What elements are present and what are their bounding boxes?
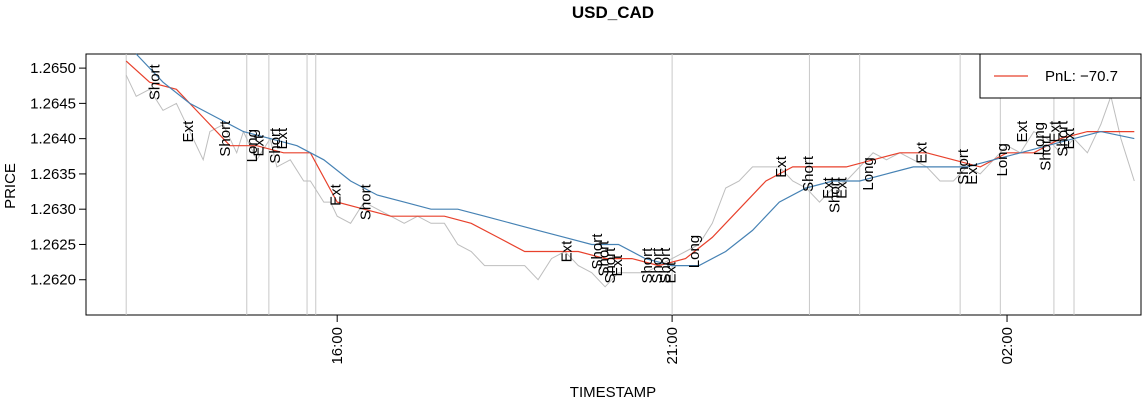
x-tick-label: 16:00	[329, 327, 346, 365]
y-tick-label: 1.2630	[30, 201, 76, 218]
trade-label: Ext	[559, 240, 576, 263]
x-axis: 16:00 21:00 02:00	[329, 315, 1016, 365]
trade-label: Ext	[820, 176, 837, 199]
y-tick-label: 1.2625	[30, 236, 76, 253]
trade-label: Ext	[609, 254, 626, 277]
trade-label: Short	[1038, 134, 1055, 171]
chart-title: USD_CAD	[572, 3, 654, 22]
trade-label: Ext	[1061, 127, 1078, 150]
y-tick-label: 1.2650	[30, 60, 76, 77]
trade-label: Short	[147, 63, 164, 100]
trade-label: Ext	[180, 120, 197, 143]
trade-label: Ext	[328, 183, 345, 206]
series-line-fast-ma	[125, 60, 1135, 267]
trade-label: Ext	[833, 176, 850, 199]
trade-label: Short	[649, 247, 666, 284]
x-tick-label: 02:00	[999, 327, 1016, 365]
y-tick-label: 1.2635	[30, 166, 76, 183]
trade-label: Short	[657, 247, 674, 284]
trade-label: Short	[589, 233, 606, 270]
trade-label: Short	[217, 120, 234, 157]
trade-label: Ext	[1046, 120, 1063, 143]
trade-label: Ext	[251, 134, 268, 157]
trade-label: Long	[686, 235, 703, 268]
trade-label: Short	[800, 155, 817, 192]
series-line-price	[125, 74, 1135, 288]
trade-label: Ext	[1014, 120, 1031, 143]
trade-label: Long	[244, 129, 261, 162]
plot-frame	[85, 53, 1142, 316]
trade-label: Short	[595, 240, 612, 277]
y-axis: 1.2620 1.2625 1.2630 1.2635 1.2640 1.2645 1.26…	[30, 60, 86, 289]
x-tick-label: 21:00	[664, 327, 681, 365]
trade-label: Short	[955, 148, 972, 185]
y-tick-label: 1.2645	[30, 95, 76, 112]
legend: PnL: −70.7	[979, 53, 1142, 99]
trade-label: Short	[827, 176, 844, 213]
trade-label: Long	[1031, 122, 1048, 155]
trade-label: Long	[994, 143, 1011, 176]
y-tick-label: 1.2620	[30, 272, 76, 289]
x-axis-label: TIMESTAMP	[570, 384, 656, 401]
trade-label: Short	[267, 127, 284, 164]
trade-label: Ext	[914, 141, 931, 164]
series-layer	[125, 53, 1135, 288]
y-axis-label: PRICE	[2, 163, 19, 209]
trade-label: Short	[602, 247, 619, 284]
trade-label: Ext	[964, 162, 981, 185]
trade-label: Ext	[662, 261, 679, 284]
trade-label: Long	[860, 157, 877, 190]
y-tick-label: 1.2640	[30, 131, 76, 148]
trade-label: Short	[1054, 120, 1071, 157]
trade-label: Ext	[773, 155, 790, 178]
trade-label: Ext	[274, 127, 291, 150]
trade-label: Short	[639, 247, 656, 284]
legend-label: PnL: −70.7	[1045, 68, 1118, 85]
series-line-slow-ma	[135, 53, 1135, 267]
trade-label: Short	[358, 183, 375, 220]
